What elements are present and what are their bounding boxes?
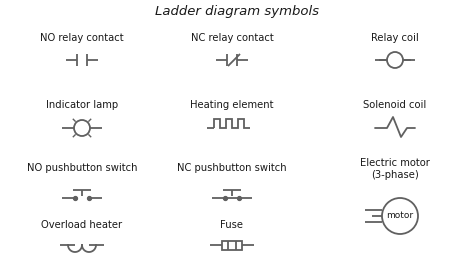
Text: NC pushbutton switch: NC pushbutton switch xyxy=(177,163,287,173)
Text: Solenoid coil: Solenoid coil xyxy=(364,100,427,110)
Text: Heating element: Heating element xyxy=(190,100,274,110)
Text: Fuse: Fuse xyxy=(220,220,244,230)
Text: motor: motor xyxy=(386,211,413,221)
Text: Electric motor: Electric motor xyxy=(360,158,430,168)
Text: Relay coil: Relay coil xyxy=(371,33,419,43)
Text: (3-phase): (3-phase) xyxy=(371,170,419,180)
Text: NO pushbutton switch: NO pushbutton switch xyxy=(27,163,137,173)
Text: Indicator lamp: Indicator lamp xyxy=(46,100,118,110)
Text: Ladder diagram symbols: Ladder diagram symbols xyxy=(155,4,319,17)
Text: NO relay contact: NO relay contact xyxy=(40,33,124,43)
Text: Overload heater: Overload heater xyxy=(41,220,123,230)
Text: NC relay contact: NC relay contact xyxy=(191,33,273,43)
